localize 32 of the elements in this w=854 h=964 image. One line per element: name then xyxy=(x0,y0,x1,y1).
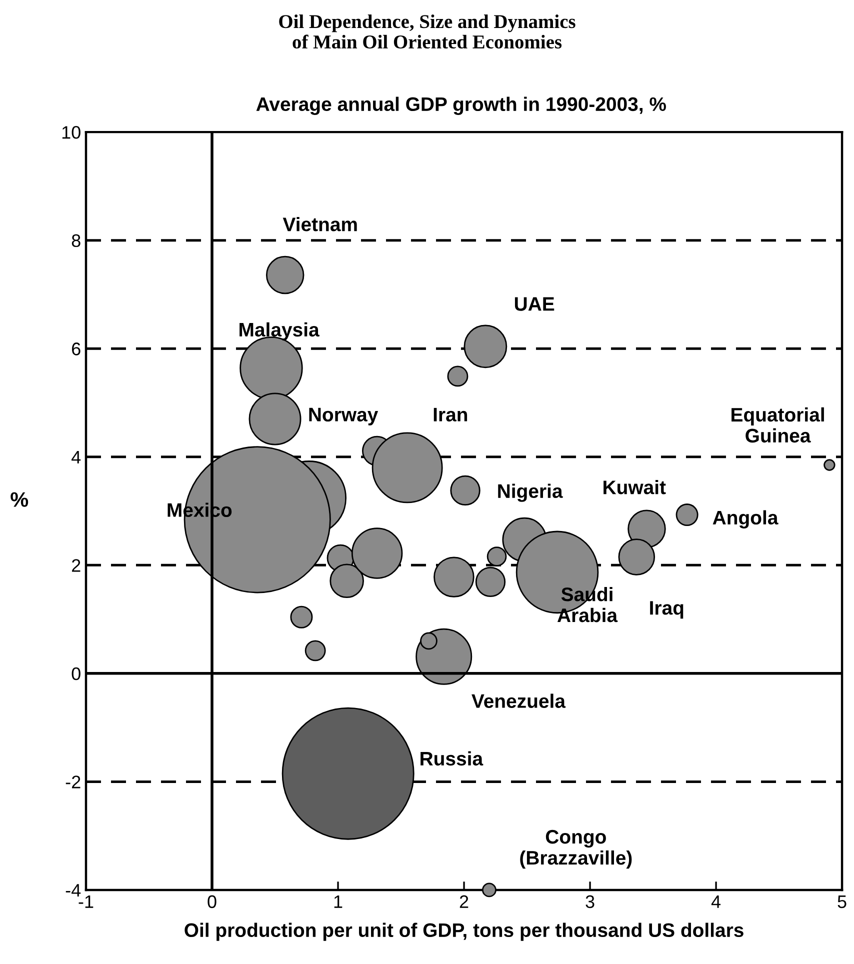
annotation: Iran xyxy=(434,408,468,422)
annotation: Norway xyxy=(309,408,378,426)
annotation: Equatorial Guinea xyxy=(732,407,824,443)
annotation: Kuwait xyxy=(604,480,666,494)
y-tick-label: -2 xyxy=(66,776,80,788)
y-tick-label: 10 xyxy=(62,126,80,139)
x-axis-title: Oil production per unit of GDP, tons per thousand US dollars xyxy=(184,922,744,941)
annotation: Nigeria xyxy=(498,484,563,502)
annotation: Angola xyxy=(712,510,778,528)
annotation: Malaysia xyxy=(240,322,320,340)
annotation: Congo (Brazzaville) xyxy=(520,830,632,869)
chart-title: Oil Dependence, Size and Dynamics of Main Oil Oriented Economies xyxy=(279,14,576,49)
x-tick-label: 1 xyxy=(334,895,342,908)
annotation: Venezuela xyxy=(472,694,566,708)
chart-subtitle: Average annual GDP growth in 1990-2003, % xyxy=(256,96,666,115)
x-tick-label: 5 xyxy=(838,895,846,908)
x-tick-label: 0 xyxy=(208,895,216,908)
annotation: Iraq xyxy=(650,601,684,619)
y-tick-label: 8 xyxy=(72,234,80,248)
x-tick-label: 4 xyxy=(711,895,721,908)
x-tick-label: -1 xyxy=(78,895,94,908)
y-tick-label: 0 xyxy=(72,667,80,680)
annotation: Vietnam xyxy=(282,216,357,232)
y-tick-label: 2 xyxy=(72,559,80,572)
x-tick-label: 2 xyxy=(460,895,468,908)
x-tick-label: 3 xyxy=(586,895,594,908)
annotation: UAE xyxy=(514,297,554,311)
y-axis-title: % xyxy=(10,492,28,507)
y-tick-label: 6 xyxy=(72,342,80,356)
y-tick-label: 4 xyxy=(72,451,81,464)
y-tick-label: -4 xyxy=(66,884,81,897)
annotation: Russia xyxy=(420,751,484,766)
